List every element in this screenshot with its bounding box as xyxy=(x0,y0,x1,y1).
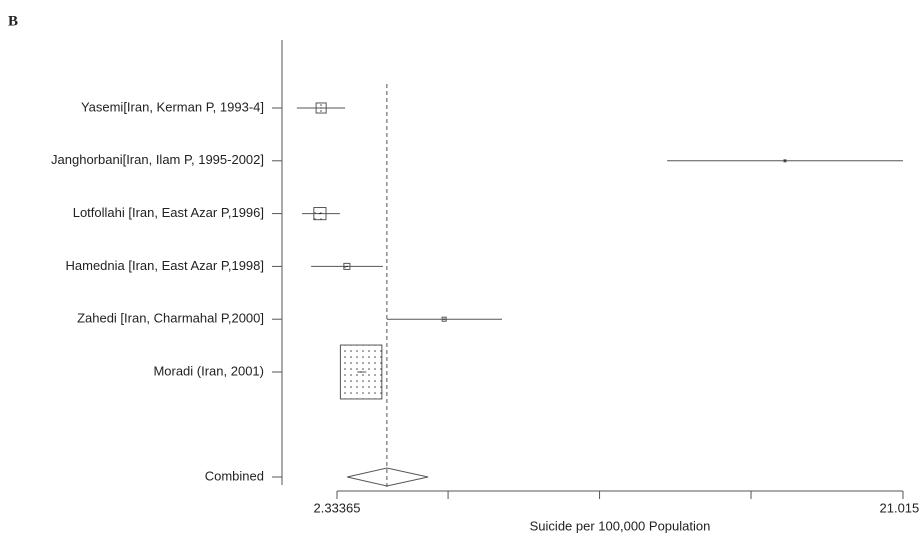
combined-diamond xyxy=(347,468,428,486)
x-tick-label: 21.0159 xyxy=(880,500,919,515)
study-label: Yasemi[Iran, Kerman P, 1993-4] xyxy=(81,99,264,114)
study-label: Hamednia [Iran, East Azar P,1998] xyxy=(66,258,265,273)
study-label: Janghorbani[Iran, Ilam P, 1995-2002] xyxy=(51,152,264,167)
x-tick-label: 2.33365 xyxy=(314,500,361,515)
study-label: Lotfollahi [Iran, East Azar P,1996] xyxy=(73,205,264,220)
panel-label: B xyxy=(8,13,18,29)
study-label: Zahedi [Iran, Charmahal P,2000] xyxy=(77,311,264,326)
x-axis-title: Suicide per 100,000 Population xyxy=(530,518,711,533)
study-label: Moradi (Iran, 2001) xyxy=(153,363,264,378)
combined-label: Combined xyxy=(205,468,264,483)
